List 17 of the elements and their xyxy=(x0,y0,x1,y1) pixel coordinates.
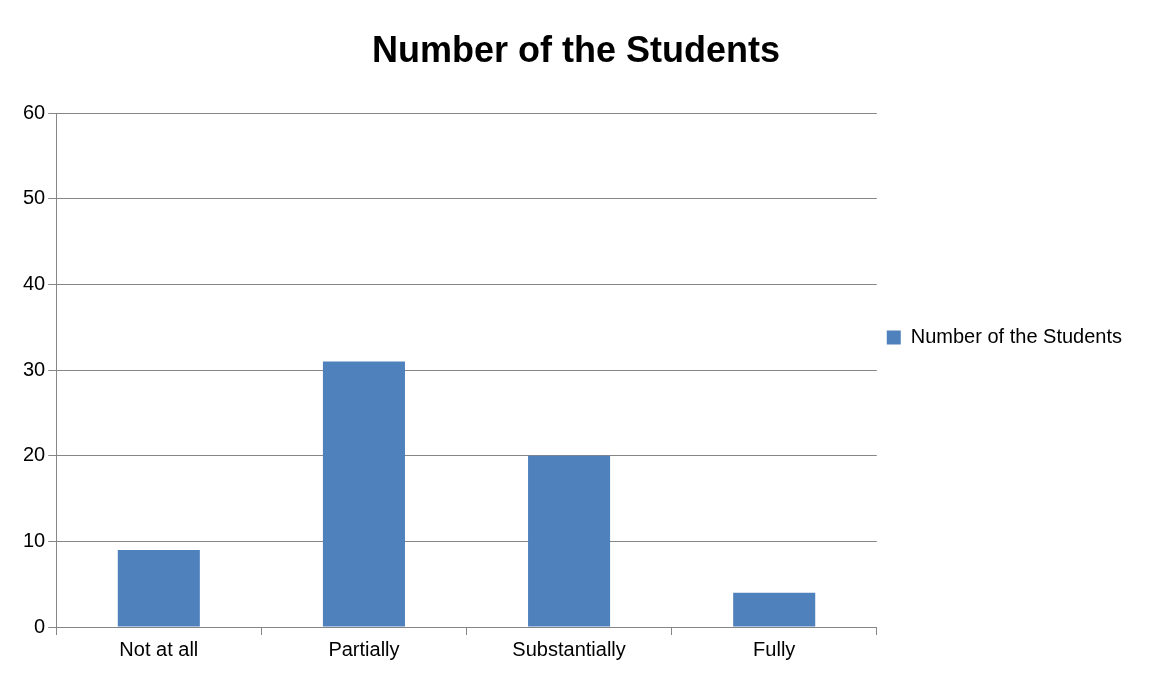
y-tick-label: 30 xyxy=(23,357,46,380)
x-tick-label: Not at all xyxy=(119,637,199,660)
legend-label: Number of the Students xyxy=(910,325,1122,348)
x-tick-label: Fully xyxy=(753,637,796,660)
chart-title: Number of the Students xyxy=(371,28,781,70)
bar xyxy=(528,455,611,627)
y-tick-label: 10 xyxy=(23,528,46,551)
x-tick-label: Substantially xyxy=(512,637,626,660)
bar xyxy=(322,361,405,627)
bar xyxy=(733,592,816,627)
y-tick-label: 40 xyxy=(23,271,46,294)
bar xyxy=(117,549,200,627)
x-tick-label: Partially xyxy=(328,637,400,660)
y-tick-label: 50 xyxy=(23,186,46,209)
y-tick-label: 60 xyxy=(23,100,46,123)
y-tick-label: 20 xyxy=(23,443,46,466)
y-tick-label: 0 xyxy=(34,614,46,637)
